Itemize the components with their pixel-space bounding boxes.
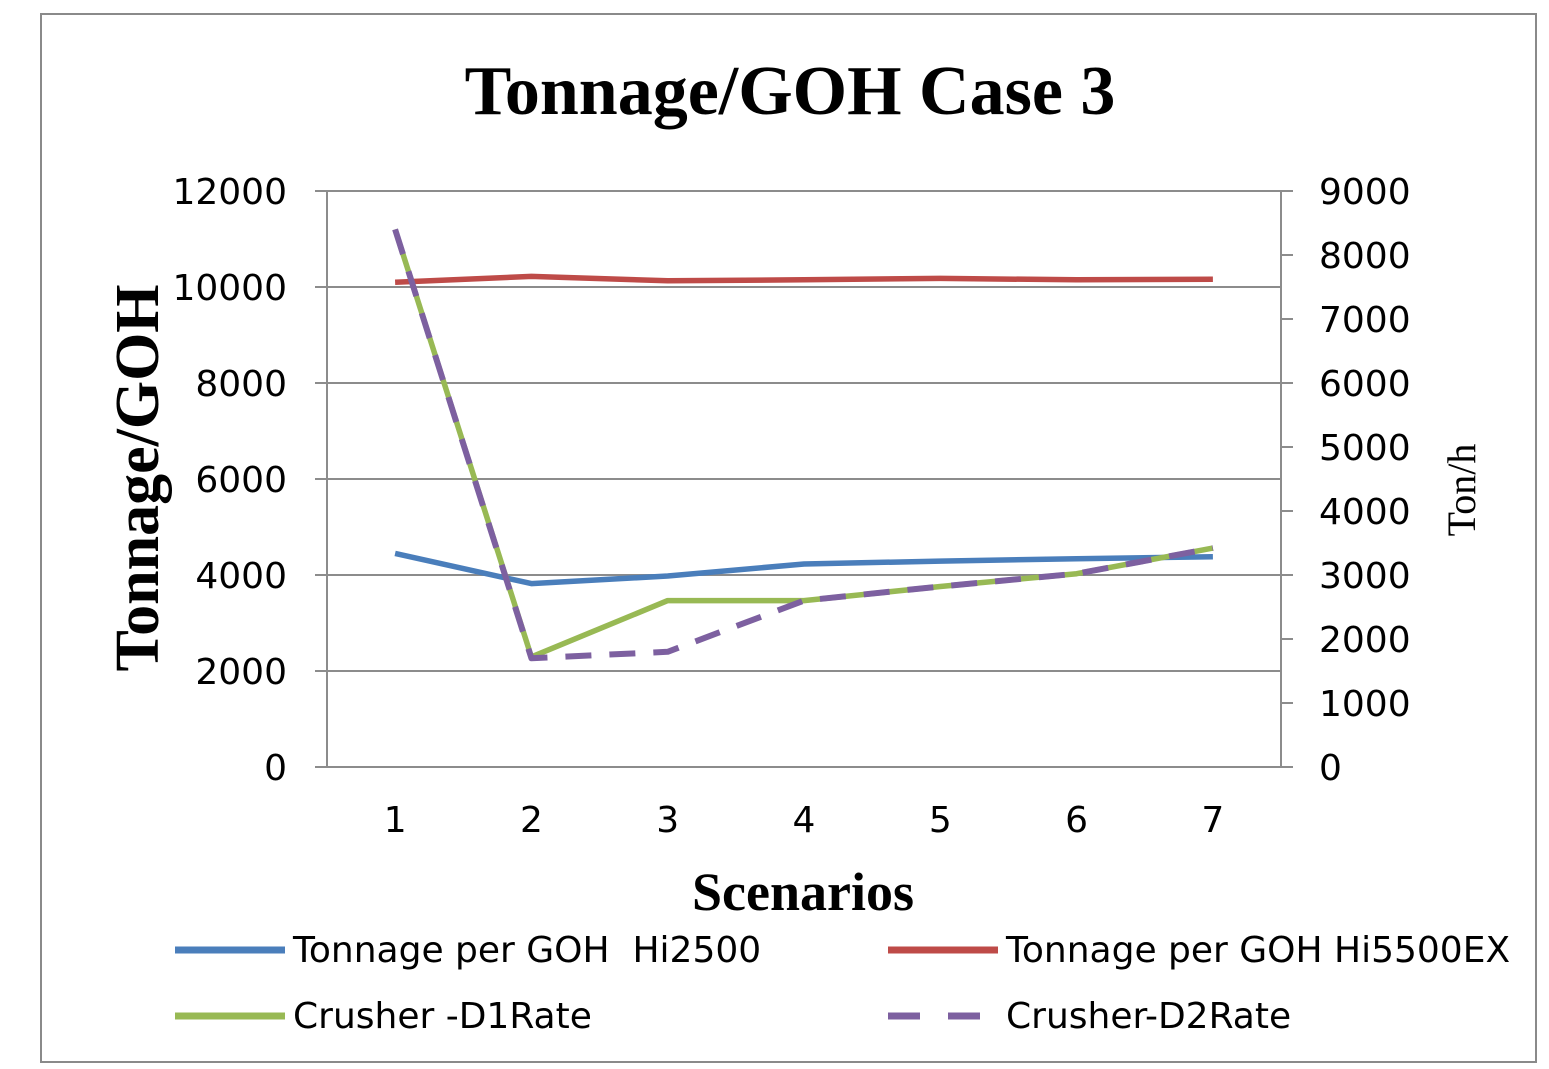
y-tick-label: 2000 xyxy=(195,652,287,693)
legend-item: Tonnage per GOH Hi5500EX xyxy=(888,930,1510,971)
chart-title: Tonnage/GOH Case 3 xyxy=(465,53,1116,130)
y2-axis-label: Ton/h xyxy=(1439,444,1484,537)
y2-tick-label: 3000 xyxy=(1319,556,1411,597)
chart-frame xyxy=(40,13,1537,1063)
legend-label: Tonnage per GOH Hi5500EX xyxy=(1005,930,1510,971)
series-line-4 xyxy=(392,228,1214,662)
x-tick-label: 7 xyxy=(1201,800,1224,841)
x-tick-label: 2 xyxy=(520,800,543,841)
y-tick-label: 4000 xyxy=(195,556,287,597)
y-tick-label: 0 xyxy=(264,748,287,789)
x-tick-label: 5 xyxy=(929,800,952,841)
x-tick-label: 6 xyxy=(1065,800,1088,841)
x-tick-label: 3 xyxy=(656,800,679,841)
y-tick-label: 8000 xyxy=(195,364,287,405)
y2-tick-label: 2000 xyxy=(1319,620,1411,661)
y-axis-ticks: 0 2000 4000 6000 8000 10000 12000 xyxy=(172,172,327,789)
legend-item: Crusher -D1Rate xyxy=(175,996,592,1037)
legend-item: Tonnage per GOH Hi2500 xyxy=(175,930,761,971)
y-tick-label: 6000 xyxy=(195,460,287,501)
y2-tick-label: 5000 xyxy=(1319,428,1411,469)
y-tick-label: 10000 xyxy=(172,268,287,309)
series-line-1 xyxy=(394,550,1213,587)
y2-tick-label: 6000 xyxy=(1319,364,1411,405)
y2-tick-label: 0 xyxy=(1319,748,1342,789)
y2-axis-ticks: 0 1000 2000 3000 4000 5000 6000 7000 8000 9000 xyxy=(1281,172,1411,789)
legend-item: Crusher-D2Rate xyxy=(888,996,1291,1037)
x-axis-label: Scenarios xyxy=(692,862,914,922)
legend: Tonnage per GOH Hi2500 Tonnage per GOH Hi… xyxy=(175,930,1510,1037)
series-lines xyxy=(392,228,1214,662)
y-axis-label: Tonnage/GOH xyxy=(104,284,172,671)
y2-tick-label: 7000 xyxy=(1319,300,1411,341)
legend-label: Crusher -D1Rate xyxy=(293,996,592,1037)
x-axis-ticks: 1 2 3 4 5 6 7 xyxy=(384,800,1225,841)
y2-tick-label: 4000 xyxy=(1319,492,1411,533)
x-tick-label: 1 xyxy=(384,800,407,841)
y2-tick-label: 1000 xyxy=(1319,684,1411,725)
x-tick-label: 4 xyxy=(793,800,816,841)
legend-label: Tonnage per GOH Hi2500 xyxy=(292,930,761,971)
series-line-2 xyxy=(394,273,1213,285)
legend-label: Crusher-D2Rate xyxy=(1006,996,1291,1037)
y2-tick-label: 9000 xyxy=(1319,172,1411,213)
y2-tick-label: 8000 xyxy=(1319,236,1411,277)
y-tick-label: 12000 xyxy=(172,172,287,213)
series-line-3 xyxy=(392,228,1214,660)
